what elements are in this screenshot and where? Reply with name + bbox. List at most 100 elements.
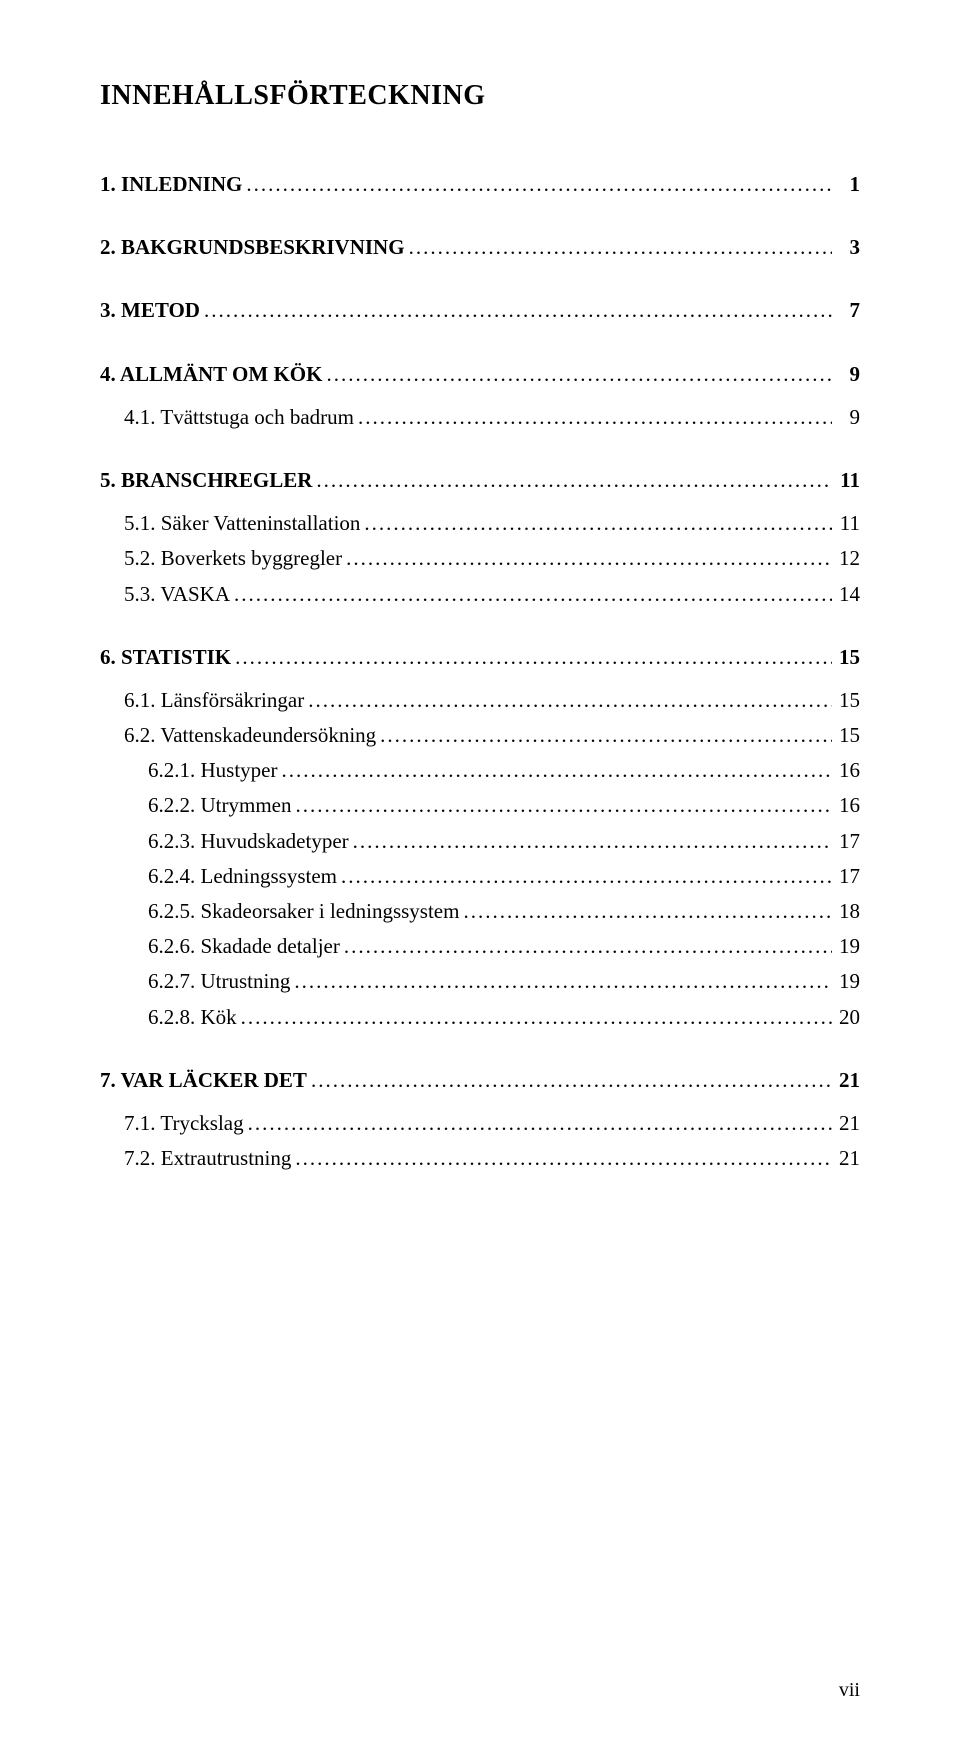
toc-entry: 7.1. Tryckslag 21 xyxy=(100,1111,860,1136)
toc-leader-dots xyxy=(342,546,832,571)
toc-entry: 6.2.8. Kök 20 xyxy=(100,1005,860,1030)
toc-spacer xyxy=(100,607,860,645)
toc-leader-dots xyxy=(376,723,832,748)
toc-entry-label: 5. BRANSCHREGLER xyxy=(100,468,312,493)
toc-leader-dots xyxy=(307,1068,832,1093)
toc-entry-page: 9 xyxy=(832,362,860,387)
toc-entry-label: 5.1. Säker Vatteninstallation xyxy=(124,511,360,536)
toc-leader-dots xyxy=(290,969,832,994)
toc-entry-page: 19 xyxy=(832,969,860,994)
toc-leader-dots xyxy=(459,899,832,924)
toc-entry: 4. ALLMÄNT OM KÖK 9 xyxy=(100,362,860,387)
toc-entry: 6.2.3. Huvudskadetyper 17 xyxy=(100,829,860,854)
toc-entry-page: 1 xyxy=(832,172,860,197)
toc-entry-page: 15 xyxy=(832,688,860,713)
toc-spacer xyxy=(100,924,860,934)
toc-leader-dots xyxy=(200,298,832,323)
toc-spacer xyxy=(100,783,860,793)
toc-entry-label: 6.2.7. Utrustning xyxy=(148,969,290,994)
toc-list: 1. INLEDNING12. BAKGRUNDSBESKRIVNING33. … xyxy=(100,172,860,1171)
toc-entry-page: 3 xyxy=(832,235,860,260)
toc-spacer xyxy=(100,493,860,511)
toc-spacer xyxy=(100,713,860,723)
toc-spacer xyxy=(100,387,860,405)
toc-spacer xyxy=(100,324,860,362)
toc-leader-dots xyxy=(360,511,832,536)
toc-entry-page: 12 xyxy=(832,546,860,571)
toc-entry-page: 21 xyxy=(832,1146,860,1171)
toc-entry: 6.2. Vattenskadeundersökning 15 xyxy=(100,723,860,748)
toc-entry-label: 6. STATISTIK xyxy=(100,645,231,670)
toc-entry-label: 3. METOD xyxy=(100,298,200,323)
toc-entry-label: 6.2.4. Ledningssystem xyxy=(148,864,337,889)
toc-entry-page: 18 xyxy=(832,899,860,924)
page-number: vii xyxy=(839,1679,860,1702)
toc-spacer xyxy=(100,670,860,688)
toc-leader-dots xyxy=(304,688,832,713)
toc-spacer xyxy=(100,572,860,582)
toc-spacer xyxy=(100,1093,860,1111)
toc-entry-label: 5.2. Boverkets byggregler xyxy=(124,546,342,571)
toc-spacer xyxy=(100,1030,860,1068)
toc-entry-page: 9 xyxy=(832,405,860,430)
toc-entry: 6.2.5. Skadeorsaker i ledningssystem 18 xyxy=(100,899,860,924)
toc-entry: 6. STATISTIK 15 xyxy=(100,645,860,670)
toc-entry: 6.1. Länsförsäkringar 15 xyxy=(100,688,860,713)
toc-entry-label: 7.1. Tryckslag xyxy=(124,1111,244,1136)
toc-entry: 6.2.2. Utrymmen 16 xyxy=(100,793,860,818)
toc-leader-dots xyxy=(354,405,832,430)
toc-entry: 5.1. Säker Vatteninstallation 11 xyxy=(100,511,860,536)
toc-leader-dots xyxy=(340,934,832,959)
toc-spacer xyxy=(100,819,860,829)
toc-entry-page: 19 xyxy=(832,934,860,959)
toc-entry: 6.2.7. Utrustning 19 xyxy=(100,969,860,994)
toc-spacer xyxy=(100,260,860,298)
toc-entry-label: 6.2.8. Kök xyxy=(148,1005,237,1030)
toc-entry: 5.3. VASKA14 xyxy=(100,582,860,607)
toc-entry-page: 15 xyxy=(832,723,860,748)
toc-leader-dots xyxy=(312,468,832,493)
toc-leader-dots xyxy=(278,758,833,783)
toc-spacer xyxy=(100,854,860,864)
toc-title: INNEHÅLLSFÖRTECKNING xyxy=(100,80,860,112)
toc-spacer xyxy=(100,995,860,1005)
toc-entry-page: 15 xyxy=(832,645,860,670)
toc-entry-label: 6.2.6. Skadade detaljer xyxy=(148,934,340,959)
toc-entry: 6.2.4. Ledningssystem 17 xyxy=(100,864,860,889)
toc-leader-dots xyxy=(349,829,832,854)
toc-spacer xyxy=(100,197,860,235)
toc-entry: 2. BAKGRUNDSBESKRIVNING 3 xyxy=(100,235,860,260)
toc-entry-page: 14 xyxy=(832,582,860,607)
toc-leader-dots xyxy=(405,235,832,260)
toc-spacer xyxy=(100,748,860,758)
toc-entry: 3. METOD7 xyxy=(100,298,860,323)
toc-entry-page: 17 xyxy=(832,829,860,854)
toc-leader-dots xyxy=(231,645,832,670)
toc-entry: 7.2. Extrautrustning 21 xyxy=(100,1146,860,1171)
toc-spacer xyxy=(100,1136,860,1146)
toc-entry-label: 7.2. Extrautrustning xyxy=(124,1146,291,1171)
toc-entry-page: 16 xyxy=(832,758,860,783)
toc-entry-label: 6.2. Vattenskadeundersökning xyxy=(124,723,376,748)
toc-entry-label: 4. ALLMÄNT OM KÖK xyxy=(100,362,322,387)
toc-entry-label: 6.2.2. Utrymmen xyxy=(148,793,291,818)
toc-entry-page: 20 xyxy=(832,1005,860,1030)
toc-entry-page: 17 xyxy=(832,864,860,889)
toc-leader-dots xyxy=(322,362,832,387)
toc-entry-page: 11 xyxy=(832,511,860,536)
toc-leader-dots xyxy=(242,172,832,197)
toc-entry-page: 16 xyxy=(832,793,860,818)
toc-leader-dots xyxy=(230,582,832,607)
toc-entry-page: 11 xyxy=(832,468,860,493)
toc-entry-label: 6.1. Länsförsäkringar xyxy=(124,688,304,713)
toc-entry: 6.2.1. Hustyper 16 xyxy=(100,758,860,783)
toc-entry-page: 21 xyxy=(832,1111,860,1136)
toc-entry-label: 2. BAKGRUNDSBESKRIVNING xyxy=(100,235,405,260)
toc-entry-label: 6.2.5. Skadeorsaker i ledningssystem xyxy=(148,899,459,924)
document-page: INNEHÅLLSFÖRTECKNING 1. INLEDNING12. BAK… xyxy=(0,0,960,1762)
toc-leader-dots xyxy=(291,1146,832,1171)
toc-entry-label: 6.2.1. Hustyper xyxy=(148,758,278,783)
toc-entry-label: 4.1. Tvättstuga och badrum xyxy=(124,405,354,430)
toc-leader-dots xyxy=(291,793,832,818)
toc-entry-label: 6.2.3. Huvudskadetyper xyxy=(148,829,349,854)
